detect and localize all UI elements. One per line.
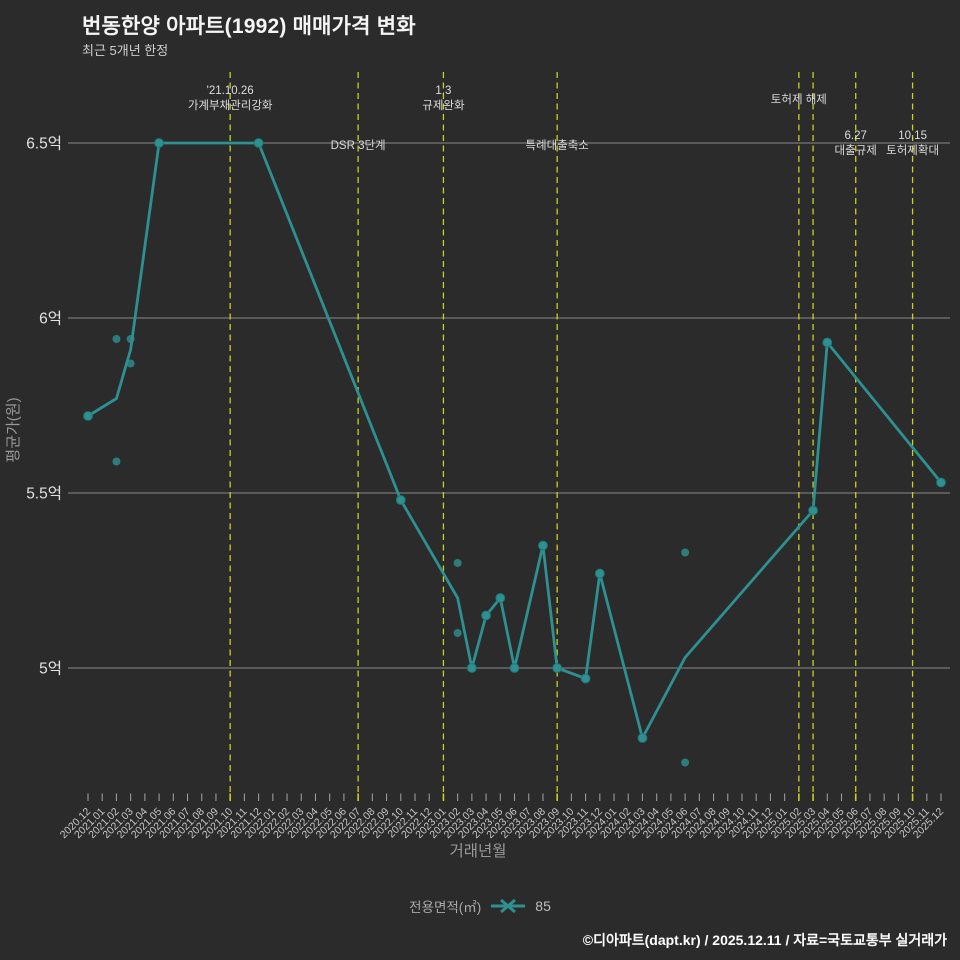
line-marker: [580, 673, 591, 684]
legend-label: 전용면적(㎡): [409, 900, 482, 915]
y-tick-label: 6억: [39, 310, 62, 328]
annotation-label: 토허제확대: [886, 144, 939, 157]
legend-series-name[interactable]: 85: [535, 898, 551, 914]
line-marker: [466, 663, 477, 673]
line-marker: [509, 663, 520, 673]
y-axis-title: 평균가(원): [5, 397, 22, 462]
line-marker: [936, 477, 946, 488]
annotation-label: '21.10.26: [207, 85, 254, 97]
transaction-dot: [453, 559, 462, 567]
legend: 전용면적(㎡) 85: [0, 896, 960, 916]
line-marker: [637, 733, 648, 743]
line-marker: [481, 610, 491, 621]
annotation-label: 규제완화: [422, 99, 465, 112]
line-marker: [594, 568, 605, 579]
annotation-label: 6.27: [845, 130, 867, 142]
annotation-label: 특례대출축소: [525, 139, 588, 152]
footer-credit: ©디아파트(dapt.kr) / 2025.12.11 / 자료=국토교통부 실…: [582, 932, 947, 948]
y-tick-label: 5.5억: [26, 485, 62, 503]
x-axis-title: 거래년월: [449, 842, 506, 860]
transaction-dot: [681, 548, 690, 557]
annotation-label: 1.3: [435, 85, 451, 97]
line-marker: [808, 505, 818, 516]
transaction-dot: [453, 629, 462, 637]
page-title: 번동한양 아파트(1992) 매매가격 변화: [82, 15, 416, 38]
annotation-label: 가계부채관리강화: [188, 99, 273, 112]
transaction-dot: [112, 335, 121, 343]
price-line: [86, 141, 943, 740]
line-marker: [154, 138, 164, 148]
transaction-dot: [126, 359, 135, 368]
annotation-label: 10.15: [898, 130, 927, 142]
price-chart: 5억5.5억6억6.5억2020.122021.012021.022021.03…: [5, 72, 950, 860]
line-marker: [822, 337, 833, 348]
transaction-dot: [126, 335, 135, 343]
transaction-dot: [681, 758, 690, 767]
annotation-label: 토허제 해제: [771, 93, 827, 106]
y-tick-label: 6.5억: [26, 135, 62, 153]
transaction-dot: [112, 457, 121, 466]
annotation-label: DSR 3단계: [331, 139, 386, 152]
line-marker: [253, 138, 264, 148]
page-subtitle: 최근 5개년 한정: [82, 43, 169, 58]
line-marker: [552, 663, 563, 673]
legend-line-marker-icon[interactable]: [490, 898, 526, 914]
line-marker: [538, 540, 548, 551]
line-marker: [83, 411, 93, 421]
y-tick-label: 5억: [39, 660, 62, 678]
annotation-label: 대출규제: [835, 144, 877, 157]
line-marker: [395, 495, 406, 505]
line-marker: [495, 593, 506, 603]
